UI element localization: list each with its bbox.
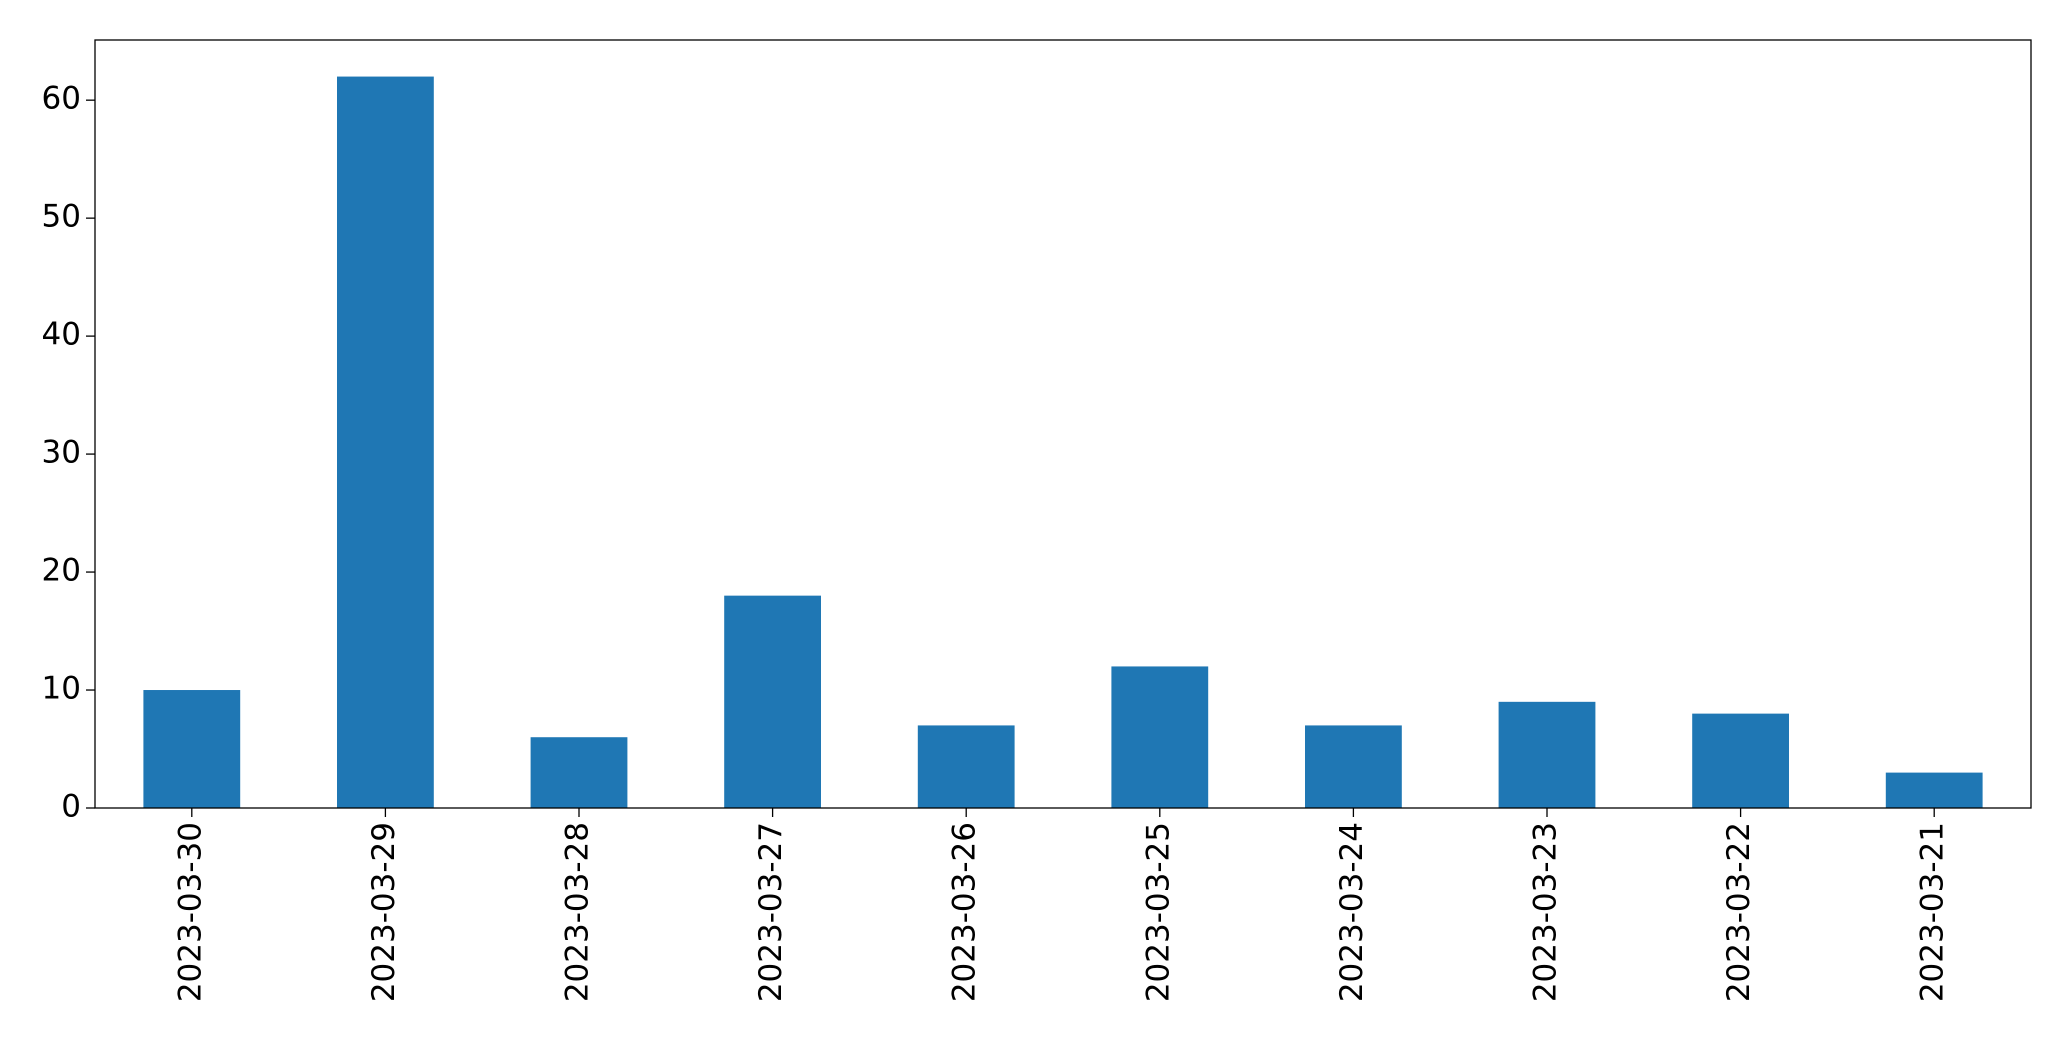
bar [1692, 713, 1789, 808]
x-tick-label: 2023-03-25 [1140, 822, 1176, 1002]
y-tick-label: 10 [42, 671, 81, 707]
y-tick-label: 60 [42, 81, 81, 117]
y-tick-label: 0 [61, 789, 81, 825]
bar [1305, 725, 1402, 808]
plot-frame [94, 39, 2032, 809]
y-tick-label: 20 [42, 553, 81, 589]
bar [1498, 701, 1596, 808]
bar [724, 595, 821, 808]
y-tick-label: 50 [42, 199, 81, 235]
x-tick-label: 2023-03-22 [1721, 822, 1757, 1002]
bar [1885, 772, 1983, 808]
y-tick-label: 30 [42, 435, 81, 471]
x-tick-label: 2023-03-26 [947, 822, 983, 1002]
x-tick-label: 2023-03-24 [1334, 822, 1370, 1002]
y-tick-label: 40 [42, 317, 81, 353]
bar [530, 737, 628, 808]
bar [337, 76, 434, 809]
x-tick-label: 2023-03-28 [560, 822, 596, 1002]
bar [917, 725, 1015, 808]
bar [143, 690, 241, 808]
x-tick-label: 2023-03-30 [172, 822, 208, 1002]
x-tick-label: 2023-03-23 [1528, 822, 1564, 1002]
bar [1111, 666, 1209, 808]
x-tick-label: 2023-03-27 [753, 822, 789, 1002]
x-tick-label: 2023-03-29 [366, 822, 402, 1002]
x-tick-label: 2023-03-21 [1915, 822, 1951, 1002]
